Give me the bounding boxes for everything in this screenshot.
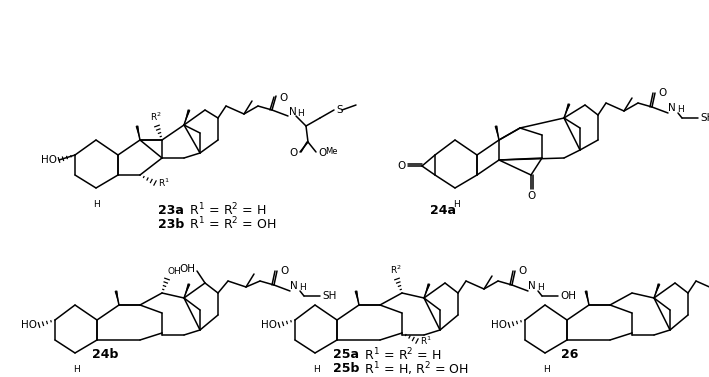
Text: HO: HO — [21, 320, 37, 330]
Polygon shape — [354, 291, 359, 305]
Text: H: H — [313, 365, 319, 374]
Text: SH: SH — [322, 291, 336, 301]
Text: N: N — [290, 281, 298, 291]
Text: SH: SH — [700, 113, 709, 123]
Text: O: O — [318, 148, 326, 158]
Text: H: H — [537, 284, 544, 293]
Text: R$^1$ = R$^2$ = H: R$^1$ = R$^2$ = H — [361, 347, 442, 363]
Text: 24a: 24a — [430, 204, 456, 216]
Text: OH: OH — [179, 264, 195, 274]
Text: HO: HO — [491, 320, 507, 330]
Text: R$^2$: R$^2$ — [390, 264, 402, 276]
Text: R$^1$: R$^1$ — [158, 177, 170, 189]
Text: R$^1$: R$^1$ — [420, 335, 432, 347]
Text: 25a: 25a — [333, 348, 359, 362]
Text: H: H — [452, 200, 459, 209]
Polygon shape — [184, 110, 191, 125]
Text: S: S — [336, 105, 342, 115]
Text: H: H — [542, 365, 549, 374]
Text: H: H — [297, 109, 303, 118]
Text: Me: Me — [325, 147, 337, 156]
Text: 25b: 25b — [333, 363, 359, 375]
Text: OH: OH — [168, 267, 182, 276]
Text: H: H — [72, 365, 79, 374]
Polygon shape — [135, 126, 140, 140]
Polygon shape — [424, 284, 430, 298]
Polygon shape — [495, 126, 499, 140]
Text: OH: OH — [560, 291, 576, 301]
Text: 23b: 23b — [158, 218, 184, 230]
Text: 24b: 24b — [91, 348, 118, 362]
Polygon shape — [564, 104, 571, 118]
Text: O: O — [527, 191, 535, 201]
Text: O: O — [518, 266, 526, 276]
Text: R$^1$ = R$^2$ = OH: R$^1$ = R$^2$ = OH — [186, 216, 277, 232]
Text: H: H — [677, 106, 683, 115]
Polygon shape — [184, 284, 191, 298]
Text: O: O — [280, 266, 289, 276]
Text: N: N — [528, 281, 536, 291]
Text: R$^1$ = H, R$^2$ = OH: R$^1$ = H, R$^2$ = OH — [361, 360, 469, 377]
Text: HO: HO — [41, 155, 57, 165]
Text: O: O — [658, 88, 666, 98]
Text: O: O — [290, 148, 298, 158]
Text: N: N — [668, 103, 676, 113]
Text: O: O — [279, 93, 287, 103]
Polygon shape — [115, 291, 119, 305]
Text: N: N — [289, 107, 297, 117]
Text: R$^2$: R$^2$ — [150, 110, 162, 123]
Text: 26: 26 — [562, 348, 579, 362]
Text: O: O — [398, 161, 406, 171]
Text: R$^1$ = R$^2$ = H: R$^1$ = R$^2$ = H — [186, 202, 267, 218]
Text: HO: HO — [261, 320, 277, 330]
Text: H: H — [94, 200, 101, 209]
Polygon shape — [584, 291, 589, 305]
Polygon shape — [654, 284, 660, 298]
Text: H: H — [299, 284, 306, 293]
Text: 23a: 23a — [158, 204, 184, 216]
